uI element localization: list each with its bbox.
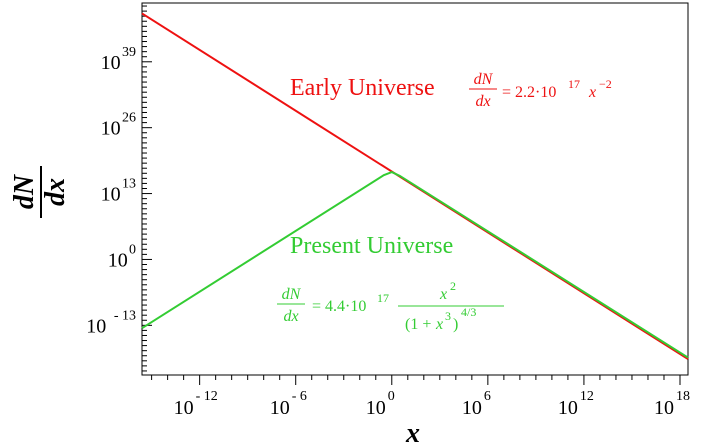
y-tick-exponent: 26 — [122, 111, 136, 126]
early-universe-equation: dN dx = 2.2·10 17 x −2 — [469, 71, 612, 110]
x-tick-label: 10 — [558, 397, 578, 419]
y-tick-label: 10 — [108, 249, 128, 271]
present-universe-label: Present Universe — [290, 233, 453, 259]
early-eq-num: dN — [474, 71, 494, 88]
present-eq-den-var-exp: 3 — [445, 309, 451, 323]
early-eq-exp2: −2 — [599, 77, 612, 91]
present-eq-den: dx — [283, 308, 298, 325]
x-tick-exponent: 0 — [388, 389, 395, 404]
x-tick-exponent: - 12 — [196, 389, 218, 404]
early-universe-label: Early Universe — [290, 75, 435, 101]
early-eq-exp1: 17 — [568, 77, 580, 91]
present-eq-num-var: x — [439, 286, 447, 303]
x-tick-exponent: - 6 — [292, 389, 307, 404]
x-tick-label: 10 — [174, 397, 194, 419]
plot-frame — [141, 2, 689, 376]
x-tick-exponent: 12 — [580, 389, 594, 404]
present-universe-equation: dN dx = 4.4·10 17 x 2 (1 + x 3 ) 4/3 — [277, 279, 504, 333]
series-layer — [141, 12, 689, 360]
y-tick-label: 10 — [101, 52, 121, 74]
series-line-present-universe — [141, 170, 689, 359]
x-tick-label: 10 — [462, 397, 482, 419]
x-axis-label: x — [405, 418, 420, 445]
y-axis-label-denominator: dx — [40, 178, 71, 206]
early-eq-var: x — [588, 84, 596, 101]
y-tick-exponent: - 13 — [114, 308, 136, 323]
x-tick-label: 10 — [270, 397, 290, 419]
present-eq-den-close: ) — [453, 316, 458, 333]
present-eq-num-exp: 2 — [450, 279, 456, 293]
present-eq-den-open: (1 + — [405, 316, 431, 333]
y-axis-label: dN dx — [9, 166, 71, 218]
y-axis-label-numerator: dN — [9, 173, 40, 209]
y-tick-exponent: 0 — [129, 242, 136, 257]
present-eq-den-exp: 4/3 — [461, 305, 476, 319]
y-tick-label: 10 — [101, 118, 121, 140]
early-eq-prefix: = 2.2·10 — [502, 84, 556, 101]
y-tick-label: 10 — [86, 315, 106, 337]
y-tick-exponent: 39 — [122, 45, 136, 60]
present-eq-den-var: x — [435, 316, 443, 333]
present-eq-prefix: = 4.4·10 — [312, 298, 366, 315]
x-tick-exponent: 6 — [484, 389, 491, 404]
present-eq-num: dN — [282, 286, 302, 303]
y-tick-label: 10 — [101, 184, 121, 206]
x-tick-exponent: 18 — [676, 389, 690, 404]
y-tick-exponent: 13 — [122, 177, 136, 192]
x-tick-label: 10 — [654, 397, 674, 419]
present-eq-exp1: 17 — [377, 291, 389, 305]
early-eq-den: dx — [475, 93, 490, 110]
x-tick-label: 10 — [366, 397, 386, 419]
